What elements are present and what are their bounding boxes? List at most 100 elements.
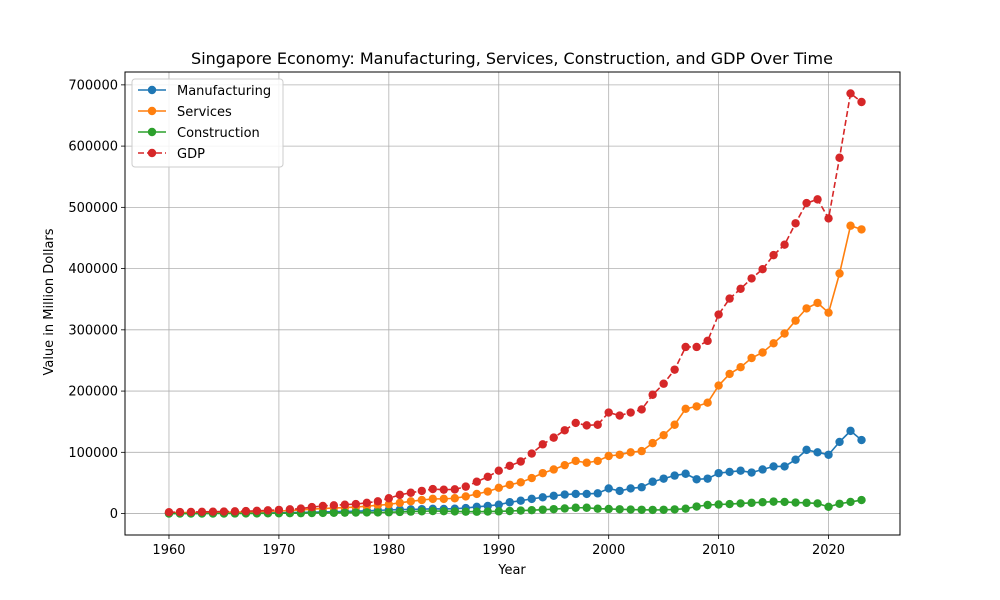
gdp-point [175, 507, 185, 517]
gdp-point [802, 198, 811, 208]
legend-item-construction: Construction [138, 126, 260, 141]
y-tick-label: 100000 [68, 446, 118, 461]
gdp-point [197, 507, 207, 516]
gdp-point [230, 507, 240, 516]
construction-point [593, 504, 602, 513]
legend-label: Construction [177, 126, 260, 141]
gdp-point [417, 486, 427, 496]
construction-point [340, 508, 350, 517]
services-point [406, 497, 416, 506]
services-point [428, 494, 438, 504]
construction-point [692, 502, 701, 511]
gdp-point [164, 508, 174, 517]
construction-point [395, 507, 405, 517]
services-point [780, 329, 789, 338]
construction-point [835, 499, 844, 508]
legend-label: GDP [177, 147, 205, 162]
construction-point [362, 508, 372, 517]
services-point [439, 494, 448, 504]
gdp-point [318, 501, 328, 511]
services-point [802, 304, 811, 313]
x-tick-label: 2000 [592, 543, 625, 558]
manufacturing-point [538, 493, 547, 502]
services-point [824, 308, 833, 317]
manufacturing-point [582, 489, 591, 499]
manufacturing-point [747, 468, 756, 477]
manufacturing-point [791, 455, 800, 464]
services-point [714, 381, 723, 390]
construction-point [846, 497, 855, 507]
construction-point [472, 507, 481, 516]
manufacturing-point [637, 483, 646, 492]
services-point [571, 456, 580, 466]
construction-point [329, 508, 339, 517]
construction-point [758, 498, 767, 507]
gdp-point [637, 405, 646, 414]
construction-point [538, 505, 547, 514]
y-tick-label: 600000 [68, 140, 118, 155]
chart-title: Singapore Economy: Manufacturing, Servic… [191, 49, 833, 68]
construction-point [604, 504, 613, 514]
gdp-line [168, 91, 863, 514]
gdp-point [296, 504, 306, 513]
manufacturing-point [604, 484, 613, 493]
construction-point [769, 497, 778, 506]
gdp-point [736, 284, 745, 294]
services-point [857, 225, 866, 234]
services-point [626, 448, 635, 457]
gdp-point [791, 219, 800, 228]
construction-point [406, 507, 416, 516]
gdp-point [571, 418, 580, 428]
construction-point [648, 505, 657, 515]
gdp-point [208, 507, 218, 516]
construction-point [527, 505, 536, 515]
manufacturing-point [560, 490, 569, 499]
gdp-point [252, 506, 262, 516]
gdp-point [263, 506, 273, 515]
manufacturing-point [802, 445, 811, 455]
x-tick-label: 2020 [812, 543, 845, 558]
construction-point [725, 499, 734, 509]
construction-point [824, 502, 833, 512]
gdp-point [659, 379, 668, 388]
construction-point [681, 504, 690, 513]
manufacturing-point [681, 469, 690, 478]
x-axis-title: Year [497, 563, 526, 578]
services-point [758, 348, 767, 357]
legend-item-services: Services [138, 105, 232, 120]
gdp-point [769, 250, 778, 260]
construction-point [615, 505, 624, 514]
gdp-point [824, 214, 833, 223]
gdp-point [835, 153, 844, 162]
gdp-point [549, 433, 558, 442]
manufacturing-point [725, 467, 734, 477]
services-point [615, 450, 624, 459]
gdp-point [527, 449, 536, 458]
gdp-point [538, 440, 547, 449]
manufacturing-point [769, 462, 778, 471]
gdp-point [725, 294, 734, 303]
services-point [813, 298, 822, 308]
services-point [648, 438, 657, 448]
construction-point [318, 508, 328, 518]
manufacturing-point [670, 471, 679, 480]
gdp-point [362, 498, 372, 508]
gdp-point [758, 265, 767, 274]
construction-point [637, 505, 646, 514]
gdp-point [813, 195, 822, 204]
manufacturing-point [857, 435, 866, 445]
services-point [736, 362, 745, 372]
construction-point [461, 507, 470, 516]
services-point [494, 483, 503, 493]
manufacturing-point [780, 462, 789, 471]
gdp-point [692, 342, 701, 352]
gdp-point [307, 502, 317, 512]
gdp-point [494, 466, 503, 475]
construction-point [483, 507, 492, 516]
axis-ticks: 1960 1970 1980 1990 2000 2010 2020 0 100000 20000… [68, 78, 845, 558]
gdp-point [439, 485, 448, 494]
legend-label: Manufacturing [177, 84, 271, 99]
construction-point [857, 495, 866, 505]
construction-point [747, 498, 756, 508]
services-point [725, 369, 734, 379]
